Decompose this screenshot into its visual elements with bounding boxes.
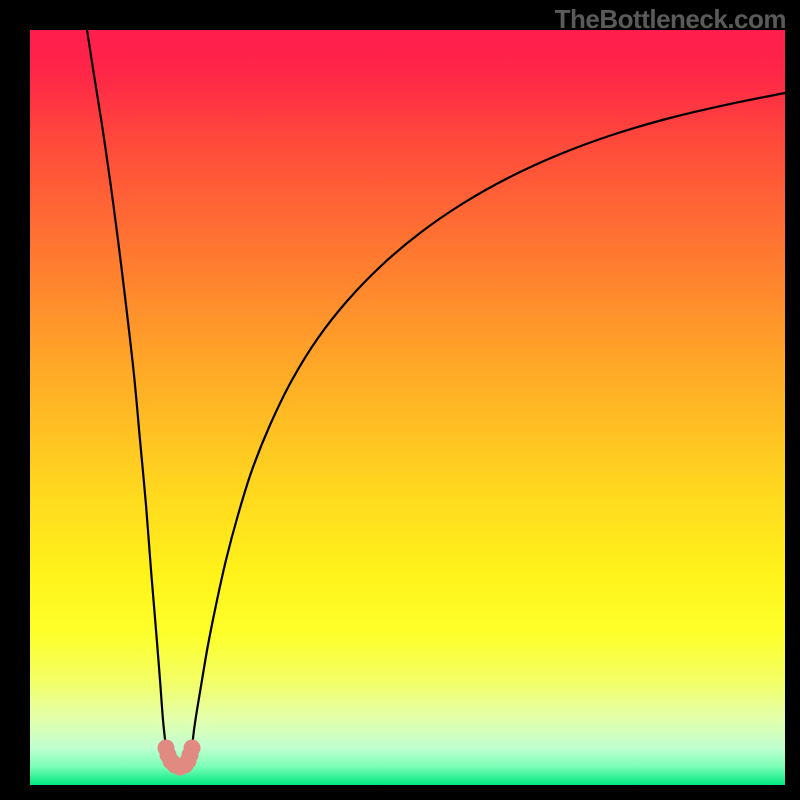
- plot-area: [30, 30, 785, 785]
- curve-svg: [30, 30, 785, 785]
- watermark-text: TheBottleneck.com: [555, 4, 786, 35]
- chart-container: TheBottleneck.com: [0, 0, 800, 800]
